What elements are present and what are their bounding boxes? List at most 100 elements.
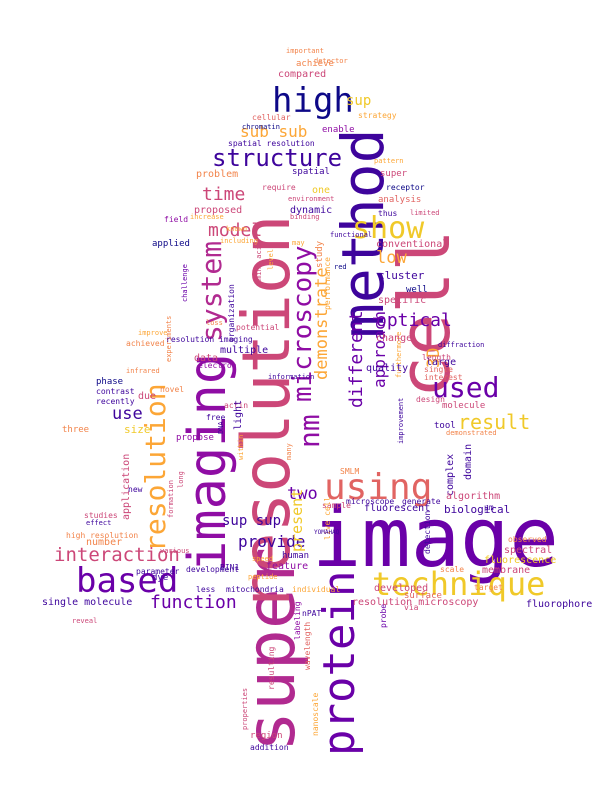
word-fluorophore: fluorophore <box>526 599 593 610</box>
word-detector: detector <box>314 57 348 65</box>
word-demonstrated: demonstrated <box>446 429 497 437</box>
word-sample: sample <box>322 501 351 510</box>
word-improve: improve <box>138 329 168 337</box>
word-peptide: peptide <box>248 573 278 581</box>
word-resolution-imaging: resolution imaging <box>166 335 253 344</box>
word-formation: formation <box>167 480 175 518</box>
word-spatial: spatial <box>292 167 330 177</box>
word-optical: optical <box>376 310 452 331</box>
word-fluorescence: fluorescence <box>484 555 557 566</box>
word-image: image <box>312 491 559 586</box>
word-smlm: SMLM <box>340 467 360 476</box>
word-applied: applied <box>152 239 190 249</box>
word-single: single <box>424 365 453 374</box>
word-two: two <box>287 484 318 504</box>
word-cluster: cluster <box>378 269 425 282</box>
word-enable: enable <box>322 125 355 135</box>
word-studies: studies <box>84 511 118 520</box>
word-within: within <box>237 434 245 460</box>
word-size: size <box>124 423 151 436</box>
word-contrast: contrast <box>96 387 135 396</box>
word-sup-sup: sup sup <box>222 513 282 529</box>
word-quality: quality <box>366 363 409 374</box>
word-individual: individual <box>292 585 341 594</box>
word-conventional: conventional <box>376 239 449 250</box>
word-thus: thus <box>378 209 398 218</box>
word-pattern: pattern <box>374 157 404 165</box>
word-less: less <box>196 585 216 594</box>
word-long: long <box>177 471 185 488</box>
word-compared: compared <box>278 69 327 80</box>
word-dye: dye <box>152 573 169 583</box>
word-amino-acid: amino acid <box>255 241 263 284</box>
word-resolution-microscopy: resolution microscopy <box>352 597 479 608</box>
word-one: one <box>312 185 331 196</box>
word-light: light <box>233 399 244 430</box>
word-sub-sub: sub sub <box>240 122 308 141</box>
word-biological: biological <box>444 503 511 516</box>
word-feature: feature <box>266 561 309 572</box>
word-detection: detection <box>423 510 432 554</box>
word-labeling: labeling <box>293 601 302 640</box>
word-achieve: achieve <box>296 59 334 69</box>
word-molecule: molecule <box>442 401 486 411</box>
word-propose: propose <box>176 433 214 443</box>
word-function: function <box>150 592 237 613</box>
word-complex: complex <box>445 453 456 496</box>
word-field: field <box>164 215 189 224</box>
word-um: µm <box>484 503 494 512</box>
word-change: change <box>376 333 413 344</box>
word-microscope: microscope <box>346 497 395 506</box>
word-result: result <box>458 410 531 434</box>
word-sup: sup <box>346 93 372 109</box>
word-bin1: BIN1 <box>220 563 240 572</box>
word-spectral: spectral <box>504 545 553 556</box>
word-dna: DNA <box>217 421 225 434</box>
word-developed: developed <box>374 583 429 594</box>
word-multiple: multiple <box>220 345 269 356</box>
word-novel: novel <box>160 385 185 394</box>
word-loss: loss <box>206 319 223 327</box>
word-structure: structure <box>212 144 343 172</box>
word-recently: recently <box>96 397 135 406</box>
word-information: information <box>268 373 315 381</box>
word-performance: performance <box>323 257 332 310</box>
word-important: important <box>286 47 324 55</box>
word-level: level <box>267 248 275 270</box>
word-large: large <box>426 357 457 368</box>
word-wavelength: wavelength <box>303 621 312 670</box>
word-nm: nm <box>293 414 326 448</box>
word-environment: environment <box>288 195 335 203</box>
word-addition: addition <box>250 743 289 752</box>
word-show: show <box>352 211 425 246</box>
word-using: using <box>324 467 433 508</box>
word-based: based <box>76 561 179 601</box>
word-scale: scale <box>440 565 465 574</box>
word-domain: domain <box>463 443 474 480</box>
word-red: red <box>334 263 347 271</box>
word-proposed: proposed <box>194 205 243 216</box>
word-model: model <box>208 220 263 241</box>
word-specific: specific <box>378 295 427 306</box>
word-binding: binding <box>290 213 320 221</box>
word-tool: tool <box>434 421 456 431</box>
word-three: three <box>62 425 90 435</box>
word-generate: generate <box>402 497 441 506</box>
word-cellular: cellular <box>252 113 291 122</box>
word-diffraction: diffraction <box>438 341 485 349</box>
word-fluorescent: fluorescent <box>364 503 431 514</box>
word-surface: surface <box>404 591 442 601</box>
word-super-s: super <box>380 169 408 179</box>
word-strategy: strategy <box>358 111 397 120</box>
word-spatial-resolution: spatial resolution <box>228 139 315 148</box>
word-target: target <box>474 583 503 592</box>
word-yomahaq: YOMAHAQ <box>314 529 340 536</box>
word-provide: provide <box>238 532 306 551</box>
word-different: different <box>346 310 367 408</box>
word-many: many <box>285 443 293 460</box>
word-phase: phase <box>96 377 124 387</box>
word-time: time <box>202 184 246 205</box>
word-achieved: achieved <box>126 339 165 348</box>
word-improvement: improvement <box>397 397 405 444</box>
